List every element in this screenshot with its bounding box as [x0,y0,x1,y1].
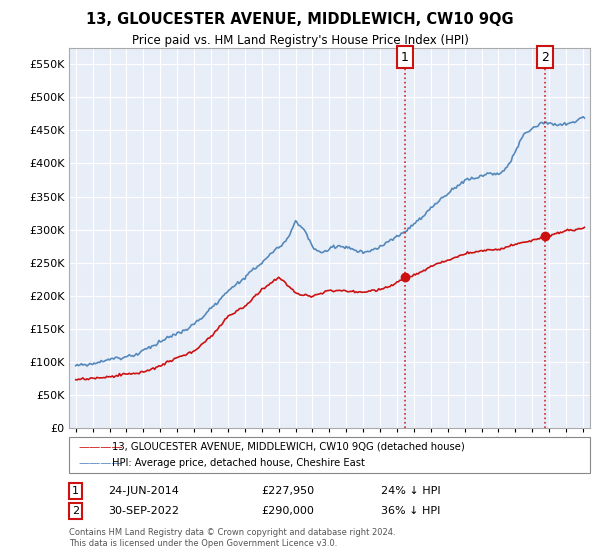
Text: 24% ↓ HPI: 24% ↓ HPI [381,486,440,496]
Text: 2: 2 [72,506,79,516]
Text: ————: ———— [78,442,122,452]
Text: 13, GLOUCESTER AVENUE, MIDDLEWICH, CW10 9QG (detached house): 13, GLOUCESTER AVENUE, MIDDLEWICH, CW10 … [112,442,465,452]
Text: Price paid vs. HM Land Registry's House Price Index (HPI): Price paid vs. HM Land Registry's House … [131,34,469,46]
Text: 1: 1 [401,50,409,64]
Text: HPI: Average price, detached house, Cheshire East: HPI: Average price, detached house, Ches… [112,458,365,468]
Text: 2: 2 [541,50,549,64]
Text: 30-SEP-2022: 30-SEP-2022 [108,506,179,516]
Text: 1: 1 [72,486,79,496]
Text: ————: ———— [78,458,122,468]
Text: £227,950: £227,950 [261,486,314,496]
Text: This data is licensed under the Open Government Licence v3.0.: This data is licensed under the Open Gov… [69,539,337,548]
Text: 24-JUN-2014: 24-JUN-2014 [108,486,179,496]
Text: 36% ↓ HPI: 36% ↓ HPI [381,506,440,516]
Text: 13, GLOUCESTER AVENUE, MIDDLEWICH, CW10 9QG: 13, GLOUCESTER AVENUE, MIDDLEWICH, CW10 … [86,12,514,27]
Text: Contains HM Land Registry data © Crown copyright and database right 2024.: Contains HM Land Registry data © Crown c… [69,528,395,537]
Text: £290,000: £290,000 [261,506,314,516]
